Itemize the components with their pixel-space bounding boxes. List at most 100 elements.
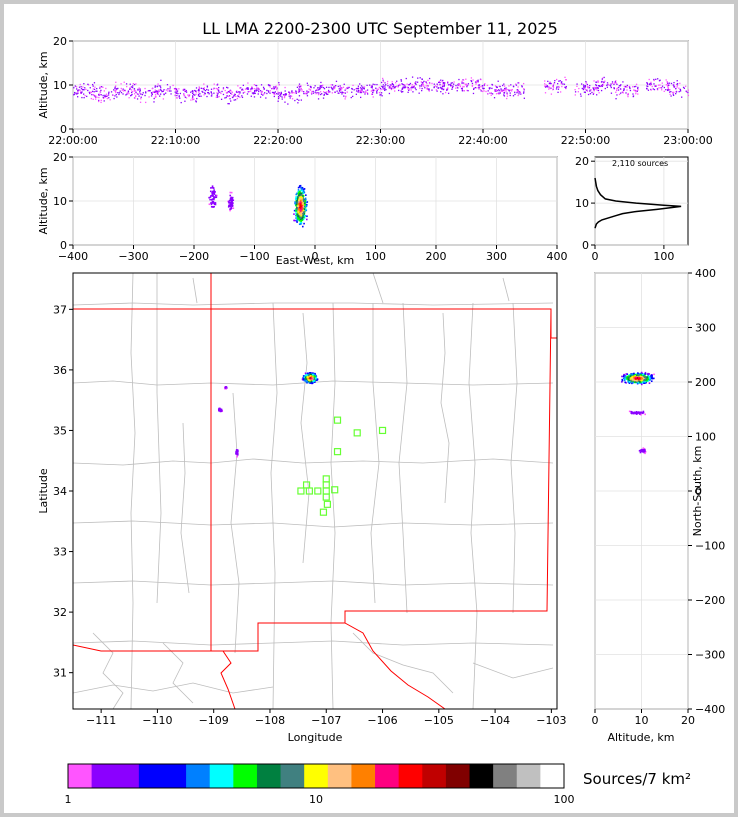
ew-altitude-point [229,194,232,197]
time-altitude-point [381,77,384,80]
ns-altitude-point [637,380,640,383]
time-altitude-point [466,84,468,86]
time-altitude-point [517,86,519,88]
time-altitude-point [646,82,648,85]
time-altitude-point [217,93,219,95]
time-altitude-point [418,92,420,94]
ns-altitude-point [629,375,632,378]
time-altitude-point [474,86,477,89]
time-altitude-point [670,82,673,85]
time-altitude-point [262,86,265,89]
ew-altitude-point [300,189,302,192]
time-altitude-point [289,97,291,99]
ew-altitude-point [302,191,304,194]
time-altitude-point [318,87,320,89]
time-altitude-point [599,85,601,88]
time-altitude-point [281,98,283,100]
time-altitude-point [649,82,651,85]
ew-altitude-point [305,194,307,196]
ns-altitude-point [624,378,627,381]
time-altitude-point [210,91,212,94]
time-altitude-point [637,86,639,89]
time-altitude-point [106,97,108,100]
time-altitude-point [647,89,650,91]
time-altitude-point [173,88,176,90]
map-source-point [235,452,238,455]
time-altitude-point [687,89,689,91]
time-altitude-point [91,90,94,93]
time-altitude-point [80,86,82,88]
ns-altitude-point [630,373,632,375]
time-altitude-point [428,88,430,90]
time-altitude-point [410,89,412,91]
time-altitude-point [310,86,312,88]
time-altitude-point [556,86,558,88]
lma-figure: LL LMA 2200-2300 UTC September 11, 2025 … [37,19,725,806]
time-altitude-point [102,94,104,97]
time-altitude-point [105,95,107,97]
ew-altitude-point [227,200,229,203]
time-altitude-point [384,87,386,89]
time-altitude-point [96,90,98,92]
map-y-tick-label: 37 [53,303,67,316]
time-altitude-point [194,89,196,92]
time-altitude-point [602,82,605,84]
time-altitude-point [135,91,137,94]
ew-altitude-point [302,195,305,197]
time-altitude-point [647,85,649,88]
time-altitude-point [312,90,314,93]
colorbar-cell [469,764,494,788]
ns-altitude-point [644,380,647,382]
time-altitude-point [216,92,218,94]
time-altitude-point [343,95,345,97]
time-altitude-point [200,87,203,89]
time-altitude-point [188,94,191,96]
time-altitude-point [103,100,105,102]
time-altitude-point [217,91,220,93]
time-altitude-point [620,92,622,94]
ns-altitude-point [624,375,627,377]
ew-altitude-point [301,211,304,214]
time-altitude-point [344,89,346,91]
time-altitude-point [154,89,156,91]
ns-axis-tick-label: 100 [695,431,716,444]
time-altitude-point [75,92,77,94]
ew-altitude-point [297,203,300,206]
time-altitude-point [665,84,668,86]
time-altitude-point [273,92,276,94]
time-altitude-point [359,83,361,85]
ns-altitude-point [621,381,623,383]
time-altitude-point [237,95,239,97]
time-altitude-point [284,93,286,96]
ns-altitude-point [628,381,631,384]
time-axis-tick-label: 22:30:00 [356,134,405,147]
time-altitude-point [414,82,417,85]
time-altitude-point [137,93,139,95]
ns-altitude-point [647,372,649,375]
time-altitude-point [544,85,546,87]
time-altitude-point [84,94,86,97]
time-altitude-point [574,91,577,93]
time-altitude-point [298,88,300,90]
time-altitude-point [480,89,482,91]
time-altitude-point [491,83,493,86]
map-source-point [315,375,318,378]
time-altitude-point [328,86,330,89]
time-altitude-point [126,92,129,94]
time-altitude-point [158,85,160,87]
ew-altitude-point [230,200,233,203]
map-y-tick-label: 35 [53,424,67,437]
ns-altitude-point [628,374,630,376]
time-altitude-point [283,94,285,96]
ew-altitude-point [208,196,210,199]
time-altitude-point [422,85,424,87]
time-altitude-point [160,89,162,92]
ew-altitude-point [300,205,303,208]
time-altitude-point [105,93,108,95]
time-altitude-point [77,89,79,92]
time-altitude-point [320,81,322,84]
time-altitude-point [601,77,604,79]
ns-altitude-point [645,377,647,380]
time-altitude-point [94,96,97,98]
